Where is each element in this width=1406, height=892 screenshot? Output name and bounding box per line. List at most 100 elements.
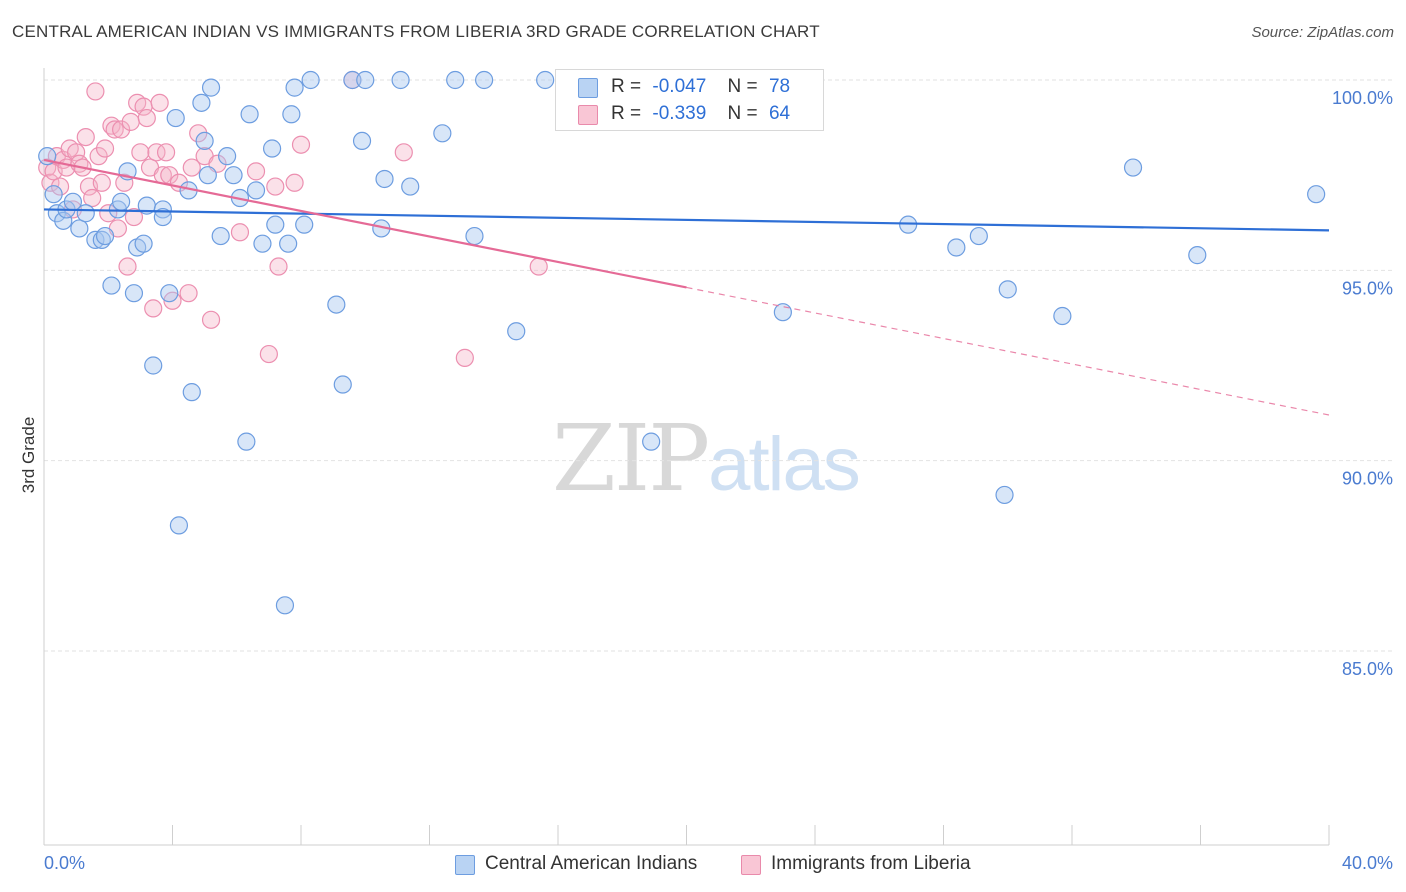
legend-swatch-blue [578, 78, 598, 98]
point-central-american-indians [237, 432, 256, 451]
point-immigrants-from-liberia [86, 82, 105, 101]
x-tick-label: 40.0% [1342, 853, 1393, 873]
point-central-american-indians [773, 303, 792, 322]
legend-n-value: 64 [768, 103, 791, 124]
point-central-american-indians [285, 78, 304, 97]
point-central-american-indians [266, 215, 285, 234]
y-tick-label: 90.0% [1342, 469, 1393, 489]
correlation-legend: R = -0.047 N = 78 R = -0.339 N = 64 [555, 69, 824, 131]
x-tick-label: 0.0% [44, 853, 85, 873]
point-central-american-indians [95, 226, 115, 246]
point-immigrants-from-liberia [246, 162, 266, 181]
point-central-american-indians [111, 192, 131, 211]
trend-line-solid [43, 208, 1330, 232]
legend-n-label: N = [727, 76, 758, 97]
point-central-american-indians [375, 169, 394, 189]
y-tick-label: 100.0% [1332, 88, 1393, 108]
point-immigrants-from-liberia [89, 147, 108, 166]
point-immigrants-from-liberia [131, 143, 150, 162]
legend-r-value: -0.047 [652, 76, 707, 97]
grid-lines [44, 79, 1393, 652]
point-central-american-indians [102, 276, 121, 295]
point-central-american-indians [166, 108, 185, 128]
y-axis-label: 3rd Grade [19, 417, 38, 494]
point-central-american-indians [352, 131, 372, 151]
point-immigrants-from-liberia [41, 173, 60, 192]
point-central-american-indians [465, 226, 484, 246]
axes [43, 68, 1330, 846]
y-tick-label: 95.0% [1342, 278, 1393, 298]
point-central-american-indians [295, 215, 314, 234]
point-central-american-indians [507, 322, 526, 341]
point-central-american-indians [356, 70, 375, 90]
source-label: Source: ZipAtlas.com [1251, 24, 1394, 41]
point-immigrants-from-liberia [105, 120, 124, 139]
trend-lines [43, 158, 1330, 416]
point-immigrants-from-liberia [83, 188, 102, 208]
point-central-american-indians [1053, 306, 1072, 326]
point-central-american-indians [391, 70, 410, 90]
point-immigrants-from-liberia [394, 143, 413, 162]
legend-r-label: R = [611, 76, 642, 97]
point-central-american-indians [144, 356, 163, 375]
series-legend: Central American Indians Immigrants from… [0, 852, 1406, 878]
point-central-american-indians [275, 596, 295, 615]
point-immigrants-from-liberia [285, 173, 304, 192]
point-immigrants-from-liberia [95, 139, 115, 158]
point-central-american-indians [246, 181, 266, 200]
point-immigrants-from-liberia [111, 120, 131, 139]
watermark-atlas: atlas [708, 422, 861, 507]
point-central-american-indians [201, 78, 221, 97]
point-immigrants-from-liberia [201, 310, 221, 329]
legend-n-value: 78 [768, 76, 791, 97]
point-central-american-indians [76, 204, 95, 223]
point-immigrants-from-liberia [147, 143, 166, 162]
point-central-american-indians [153, 200, 172, 219]
point-central-american-indians [198, 166, 217, 185]
point-central-american-indians [153, 207, 172, 227]
series-immigrants-from-liberia [38, 70, 548, 367]
y-tick-label: 85.0% [1342, 659, 1393, 679]
point-central-american-indians [343, 70, 362, 90]
point-central-american-indians [240, 105, 259, 124]
point-central-american-indians [995, 485, 1014, 505]
point-central-american-indians [54, 211, 73, 230]
point-central-american-indians [536, 70, 555, 90]
point-central-american-indians [70, 219, 89, 238]
point-central-american-indians [44, 185, 63, 204]
point-immigrants-from-liberia [182, 158, 201, 177]
legend-label: Central American Indians [485, 853, 698, 874]
point-immigrants-from-liberia [156, 143, 176, 162]
chart-title: CENTRAL AMERICAN INDIAN VS IMMIGRANTS FR… [12, 22, 820, 41]
watermark: ZIPatlas [552, 405, 861, 512]
point-immigrants-from-liberia [115, 173, 134, 192]
point-central-american-indians [124, 284, 144, 303]
point-central-american-indians [282, 105, 301, 124]
point-central-american-indians [211, 226, 230, 246]
point-immigrants-from-liberia [179, 284, 198, 303]
point-central-american-indians [947, 238, 966, 257]
point-central-american-indians [969, 226, 988, 246]
point-central-american-indians [998, 280, 1017, 299]
trend-line-solid [43, 158, 687, 289]
point-central-american-indians [401, 177, 420, 196]
point-central-american-indians [160, 284, 179, 303]
point-central-american-indians [279, 234, 298, 253]
watermark-zip: ZIP [552, 405, 710, 512]
legend-r-value: -0.339 [652, 103, 707, 124]
point-central-american-indians [134, 234, 153, 253]
axis-ticks: 85.0% 90.0% 95.0% 100.0% 0.0% 40.0% [44, 88, 1393, 873]
point-central-american-indians [262, 139, 282, 158]
point-central-american-indians [327, 295, 346, 314]
point-immigrants-from-liberia [529, 257, 548, 276]
legend-n-label: N = [727, 103, 758, 124]
point-central-american-indians [195, 131, 214, 151]
point-central-american-indians [333, 375, 352, 394]
point-central-american-indians [182, 383, 201, 402]
point-central-american-indians [169, 516, 189, 535]
point-immigrants-from-liberia [50, 177, 70, 196]
point-central-american-indians [86, 230, 105, 249]
series-central-american-indians [38, 70, 1326, 615]
point-immigrants-from-liberia [291, 135, 311, 154]
point-immigrants-from-liberia [121, 112, 140, 131]
